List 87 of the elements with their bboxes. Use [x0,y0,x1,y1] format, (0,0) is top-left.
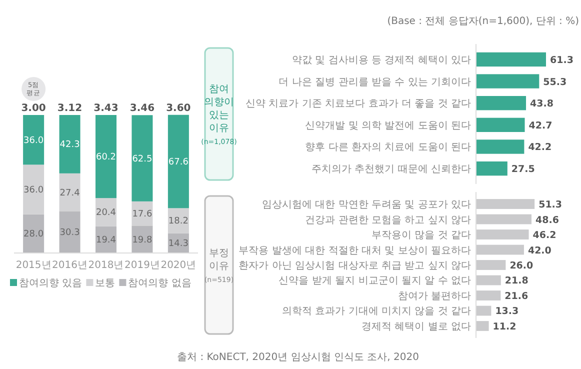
bar [476,260,506,270]
data-label: 60.2 [96,152,116,163]
y-tick-label: 신약을 받게 될지 비교군이 될지 알 수 없다 [278,276,471,287]
data-label: 62.5 [132,154,152,164]
y-tick-label: 참여가 불편하다 [398,290,471,302]
bar [59,211,80,253]
text: 부정 이유 [209,248,229,272]
data-label: 13.3 [495,306,519,318]
text: (Base : 전체 응답자(n=1,600), 단위 : %) [387,16,580,27]
y-tick-label: 약값 및 검사비용 등 경제적 혜택이 있다 [292,54,471,66]
y-tick-label: 의학적 효과가 기대에 미치지 않을 것 같다 [282,306,471,318]
data-label: 27.5 [511,164,535,176]
y-tick-label: 건강과 관련한 모험을 하고 싶지 않다 [305,214,471,226]
data-label: 42.0 [528,245,552,256]
data-label: 20.4 [96,208,116,218]
data-label: 67.6 [168,158,189,168]
bar [476,306,492,316]
x-tick-label: 2020년 [160,260,196,271]
bar [168,208,189,234]
data-label: 42.3 [60,140,80,150]
annotation: 3.60 [166,103,191,114]
data-label: 43.8 [530,98,554,110]
text: 참여 의향이 있는 이유 [204,84,234,134]
y-tick-label: 신약개발 및 의학 발전에 도움이 된다 [305,120,471,132]
y-tick-label: 더 나은 질병 관리를 받을 수 있는 기회이다 [278,76,471,88]
y-tick-label: 향후 다른 환자의 치료에 도움이 된다 [305,142,471,154]
bar [132,115,153,202]
y-tick-label: 주치의가 추천했기 때문에 신뢰한다 [311,164,471,176]
data-label: 14.3 [168,239,188,250]
data-label: 48.6 [536,214,560,226]
bar [476,230,529,240]
annotation: 3.00 [21,103,46,114]
data-label: 51.3 [538,200,562,211]
x-tick-label: 2015년 [16,260,52,271]
annotation: 3.43 [94,103,118,114]
y-tick-label: 신약 치료가 기존 치료보다 효과가 더 좋을 것 같다 [246,98,471,110]
bar [23,164,44,214]
bar [95,115,117,198]
legend-label: 참여의향 있음 [19,278,82,289]
data-label: 28.0 [24,230,44,240]
y-tick-label: 환자가 아닌 임상시험 대상자로 취급 받고 싶지 않다 [238,260,471,272]
x-tick-label: 2016년 [52,260,88,271]
y-tick-label: 부작용 발생에 대한 적절한 대처 및 보상이 필요하다 [238,245,471,256]
data-label: 19.4 [96,236,116,246]
bar [168,114,189,208]
data-label: 55.3 [543,76,567,88]
bar [476,74,540,88]
y-tick-label: 부작용이 많을 것 같다 [371,230,471,242]
data-label: 17.6 [132,210,153,220]
bar [476,140,524,154]
legend-label: 참여의향 없음 [128,278,192,289]
data-label: 21.8 [504,276,529,287]
data-label: 36.0 [24,136,44,146]
y-tick-label: 경제적 혜택이 별로 없다 [361,321,471,332]
bar [476,161,508,176]
x-tick-label: 2018년 [88,260,124,271]
data-label: 11.2 [492,321,516,332]
bar [476,290,501,300]
bar [476,214,532,224]
source-note: 출처 : KoNECT, 2020년 임상시험 인식도 조사, 2020 [177,352,419,363]
data-label: 19.8 [132,235,153,246]
data-label: 30.3 [60,228,80,238]
annotation: 3.12 [57,103,82,114]
bar [59,173,80,212]
bar [476,96,526,110]
bar [23,115,44,165]
data-label: 46.2 [532,230,556,242]
bar [476,199,535,209]
annotation: 3.46 [130,103,155,114]
legend-label: 보통 [95,278,116,289]
x-tick-label: 2019년 [124,260,160,271]
bar [476,52,546,67]
bar [23,214,44,253]
data-label: 42.2 [528,142,552,154]
data-label: 26.0 [510,260,534,272]
data-label: 61.3 [550,54,574,66]
bar [476,321,489,331]
y-tick-label: 임상시험에 대한 막연한 두려움 및 공포가 있다 [262,200,471,211]
bar [59,115,80,174]
data-label: 42.7 [528,120,552,132]
bar [476,118,525,132]
data-label: 36.0 [24,186,44,196]
bar [476,244,524,255]
data-label: 18.2 [168,216,188,227]
data-label: 27.4 [60,188,80,198]
bar [476,275,501,286]
data-label: 21.6 [504,290,528,302]
